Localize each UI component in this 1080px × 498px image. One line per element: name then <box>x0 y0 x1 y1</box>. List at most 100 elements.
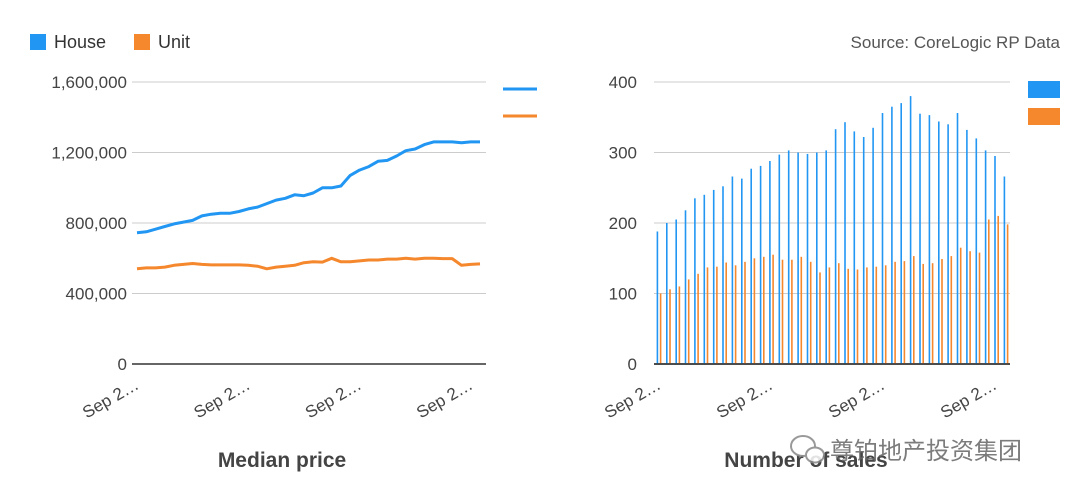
bar-house <box>919 113 921 364</box>
median-price-chart: 0 400,000 800,000 1,200,000 1,600,000 Sep 2… S… <box>51 73 486 422</box>
bar-house <box>675 219 677 364</box>
median-price-xtick-label: Sep 2… <box>79 375 142 422</box>
bar-house <box>769 161 771 364</box>
number-of-sales-ytick-label: 300 <box>609 144 637 163</box>
bar-house <box>825 150 827 364</box>
bar-unit <box>1006 224 1009 364</box>
bar-house <box>656 231 659 364</box>
bar-unit <box>866 267 868 364</box>
source-note: Source: CoreLogic RP Data <box>851 33 1061 52</box>
bar-house <box>694 198 696 364</box>
bar-house <box>853 131 856 364</box>
bar-unit <box>772 254 774 364</box>
bar-unit <box>922 263 924 364</box>
bar-unit <box>725 262 727 364</box>
bar-house <box>778 154 781 364</box>
number-of-sales-ytick-label: 0 <box>628 355 637 374</box>
bar-unit <box>950 256 953 364</box>
bar-house <box>909 96 912 364</box>
bar-house <box>816 152 818 364</box>
bar-unit <box>753 258 756 365</box>
bar-unit <box>669 289 671 364</box>
legend: House Unit <box>30 32 190 52</box>
bar-unit <box>659 293 662 364</box>
bar-house <box>975 138 978 364</box>
bar-unit <box>903 261 906 364</box>
bar-house <box>938 121 940 364</box>
bar-house <box>984 150 987 364</box>
bar-unit <box>678 286 681 364</box>
bar-house <box>684 210 687 364</box>
bar-house <box>712 189 715 364</box>
bar-unit <box>894 261 896 364</box>
bar-house <box>994 156 996 364</box>
number-of-sales-xtick-label: Sep 2… <box>601 375 664 422</box>
mini-legend-unit-box <box>1028 108 1060 125</box>
number-of-sales-xtick-label: Sep 2… <box>825 375 888 422</box>
legend-house-swatch <box>30 34 46 50</box>
bar-unit <box>884 265 887 364</box>
bar-unit <box>838 263 840 364</box>
number-of-sales-ytick-label: 100 <box>609 285 637 304</box>
bar-unit <box>828 267 831 364</box>
bar-unit <box>819 272 821 364</box>
mini-legend-house-box <box>1028 81 1060 98</box>
bar-unit <box>781 259 784 364</box>
watermark: 尊铂地产投资集团 <box>790 435 1022 465</box>
series-line-unit <box>136 256 481 271</box>
bar-unit <box>763 256 765 364</box>
number-of-sales-xtick-label: Sep 2… <box>713 375 776 422</box>
bar-house <box>703 194 706 364</box>
bar-unit <box>687 279 690 364</box>
bar-unit <box>706 267 709 364</box>
watermark-text: 尊铂地产投资集团 <box>830 438 1022 465</box>
bar-unit <box>716 266 718 364</box>
legend-house-label: House <box>54 32 106 52</box>
bar-unit <box>800 256 803 364</box>
bar-house <box>731 176 734 364</box>
bar-house <box>741 178 743 364</box>
bar-house <box>881 113 884 364</box>
bar-house <box>787 150 790 364</box>
bar-unit <box>959 247 962 364</box>
bar-house <box>806 153 809 364</box>
bar-unit <box>988 219 990 364</box>
bar-unit <box>931 263 934 364</box>
bar-house <box>928 115 931 364</box>
bar-house <box>844 122 846 364</box>
bar-house <box>1003 176 1006 364</box>
median-price-xtick-label: Sep 2… <box>302 375 365 422</box>
bar-unit <box>791 259 793 364</box>
legend-unit-swatch <box>134 34 150 50</box>
bar-house <box>862 137 865 364</box>
bar-house <box>900 103 902 364</box>
bar-house <box>956 113 959 364</box>
number-of-sales-title: Number of sales <box>724 449 887 472</box>
bar-house <box>947 124 949 364</box>
bar-house <box>759 165 762 364</box>
bar-house <box>834 129 837 364</box>
median-price-ytick-label: 1,600,000 <box>51 73 127 92</box>
median-price-ytick-label: 400,000 <box>66 285 127 304</box>
median-price-xtick-label: Sep 2… <box>191 375 254 422</box>
bar-unit <box>913 256 915 364</box>
median-price-title: Median price <box>218 449 346 472</box>
median-price-ytick-label: 0 <box>118 355 127 374</box>
number-of-sales-ytick-label: 200 <box>609 214 637 233</box>
median-price-ytick-label: 800,000 <box>66 214 127 233</box>
number-of-sales-chart: 0 100 200 300 400 Sep 2… Sep 2… Sep 2… Sep 2… <box>601 73 1010 422</box>
bar-unit <box>969 251 971 364</box>
bar-house <box>966 129 968 364</box>
bar-house <box>666 223 668 364</box>
bar-unit <box>978 252 981 364</box>
bar-house <box>872 127 874 364</box>
bar-unit <box>997 215 999 364</box>
bar-house <box>891 106 893 364</box>
median-price-ytick-label: 1,200,000 <box>51 144 127 163</box>
bar-unit <box>856 269 859 364</box>
bar-unit <box>744 261 746 364</box>
bar-unit <box>697 273 699 364</box>
wechat-icon <box>790 435 825 464</box>
number-of-sales-xtick-label: Sep 2… <box>937 375 1000 422</box>
bar-unit <box>847 268 849 364</box>
